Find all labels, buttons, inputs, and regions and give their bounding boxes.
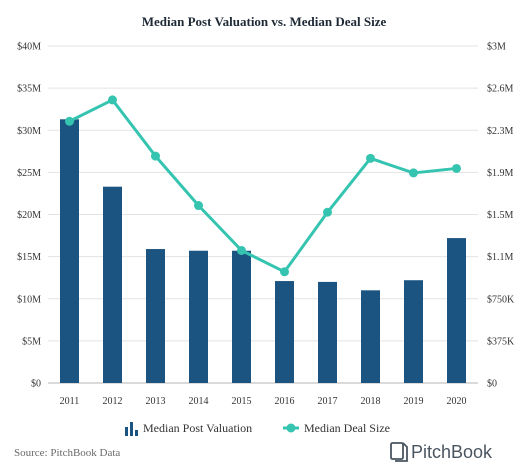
bar — [404, 280, 423, 383]
right-tick-label: $2.3M — [487, 126, 514, 137]
line-point — [366, 153, 375, 163]
x-tick-label: 2018 — [361, 396, 381, 407]
x-tick-label: 2013 — [146, 396, 166, 407]
series-line — [68, 98, 457, 274]
line-legend-icon — [283, 423, 299, 433]
line-point — [280, 267, 289, 277]
left-tick-label: $20M — [17, 210, 41, 221]
x-tick-label: 2020 — [447, 396, 467, 407]
left-axis-ticks: $0 $5M $10M $15M $20M $25M $30M $35M $40M — [17, 42, 41, 390]
line-point — [194, 201, 203, 211]
x-tick-label: 2015 — [232, 396, 252, 407]
bar-legend-icon — [125, 422, 138, 436]
bar — [361, 290, 380, 383]
right-axis-ticks: $0 $375K $750K $1.1M $1.5M $1.9M $2.3M $2.6M $3M — [487, 42, 515, 390]
left-tick-label: $5M — [22, 336, 41, 347]
bar-series — [60, 119, 466, 384]
pitchbook-wordmark: PitchBook — [411, 442, 493, 462]
bar — [275, 281, 294, 383]
x-tick-label: 2012 — [103, 396, 123, 407]
line-point — [409, 168, 418, 178]
line-point — [237, 245, 246, 255]
bar — [103, 186, 122, 383]
bar — [318, 281, 337, 383]
pitchbook-logo: PitchBook — [390, 442, 493, 462]
bar — [146, 249, 165, 383]
left-tick-label: $25M — [17, 168, 41, 179]
right-tick-label: $750K — [487, 294, 515, 305]
source-note: Source: PitchBook Data — [14, 447, 120, 459]
x-tick-label: 2016 — [275, 396, 295, 407]
bar — [447, 238, 466, 383]
line-point — [151, 151, 160, 161]
right-tick-label: $1.5M — [487, 210, 514, 221]
bar — [189, 250, 208, 383]
legend-label-line: Median Deal Size — [304, 421, 390, 435]
right-tick-label: $375K — [487, 336, 515, 347]
left-tick-label: $40M — [17, 42, 41, 53]
legend-label-bar: Median Post Valuation — [143, 421, 252, 435]
line-point — [108, 95, 117, 105]
line-point — [452, 163, 461, 173]
right-tick-label: $0 — [487, 379, 497, 390]
bar — [232, 250, 251, 383]
legend: Median Post Valuation Median Deal Size — [125, 421, 390, 436]
pitchbook-logo-icon — [390, 442, 408, 462]
line-point — [65, 116, 74, 126]
x-tick-label: 2014 — [189, 396, 209, 407]
right-tick-label: $3M — [487, 42, 506, 53]
line-series — [65, 95, 461, 277]
line-point — [323, 207, 332, 217]
left-tick-label: $30M — [17, 126, 41, 137]
x-tick-label: 2017 — [318, 396, 338, 407]
left-tick-label: $15M — [17, 252, 41, 263]
left-tick-label: $10M — [17, 294, 41, 305]
x-tick-label: 2019 — [404, 396, 424, 407]
x-axis-ticks: 2011 2012 2013 2014 2015 2016 2017 2018 2019 2020 — [60, 396, 467, 407]
right-tick-label: $1.1M — [487, 252, 514, 263]
left-tick-label: $35M — [17, 84, 41, 95]
left-tick-label: $0 — [31, 379, 41, 390]
right-tick-label: $2.6M — [487, 84, 514, 95]
x-tick-label: 2011 — [60, 396, 80, 407]
bar — [60, 119, 79, 384]
chart-title: Median Post Valuation vs. Median Deal Si… — [142, 14, 387, 29]
right-tick-label: $1.9M — [487, 168, 514, 179]
